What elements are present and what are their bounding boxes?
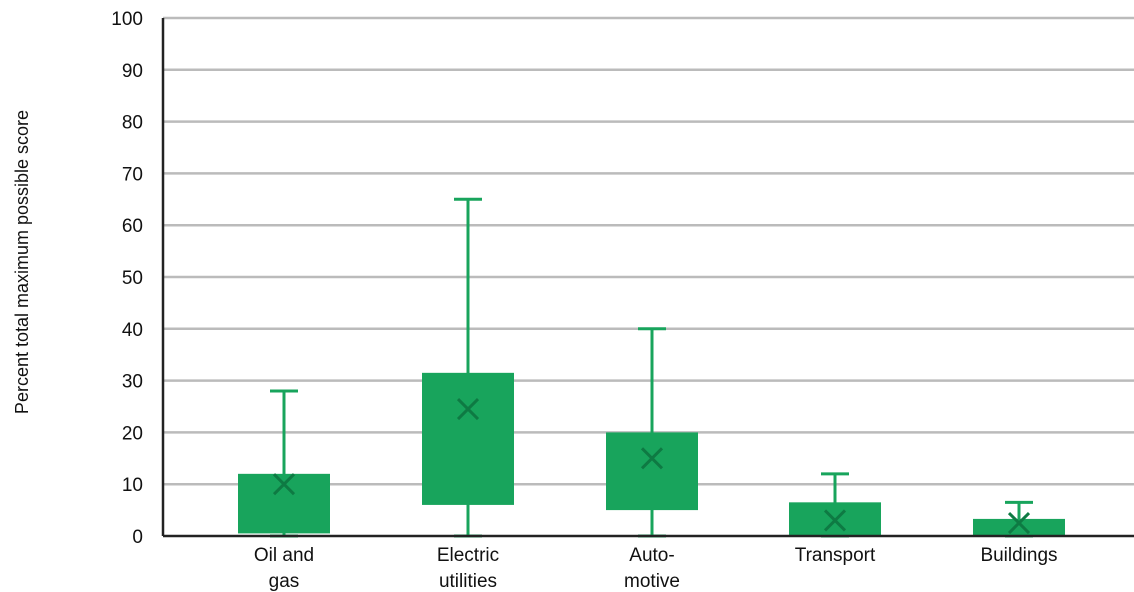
box-group (973, 500, 1065, 538)
box-group (422, 197, 514, 538)
y-tick-label: 50 (122, 268, 143, 289)
y-tick-label: 60 (122, 216, 143, 237)
y-tick-label: 10 (122, 475, 143, 496)
box-iqr (422, 372, 514, 505)
y-axis-ticks: 0 10 20 30 40 50 60 70 80 90 100 (111, 9, 143, 548)
category-labels: Oil and gas Electric utilities Auto-motive Tr… (254, 545, 1058, 592)
y-tick-label: 80 (122, 113, 143, 134)
y-tick-label: 20 (122, 423, 143, 444)
y-tick-label: 70 (122, 164, 143, 185)
x-category-label: Electric utilities (437, 545, 499, 592)
y-tick-label: 30 (122, 372, 143, 393)
y-tick-label: 100 (111, 9, 143, 30)
x-category-label: Auto-motive (624, 545, 680, 592)
boxes (238, 197, 1065, 538)
x-category-label: Transport (795, 545, 876, 566)
y-axis-title: Percent total maximum possible score (12, 110, 32, 414)
mean-marker (456, 398, 480, 421)
box-group (606, 327, 698, 538)
mean-marker (272, 473, 296, 496)
box-group (238, 389, 330, 538)
x-category-label: Buildings (980, 545, 1057, 566)
box-iqr (606, 432, 698, 511)
grid-lines (163, 16, 1134, 486)
mean-marker (640, 447, 664, 470)
y-tick-label: 40 (122, 320, 143, 341)
y-tick-label: 0 (132, 527, 143, 548)
mean-marker (823, 509, 847, 532)
y-tick-label: 90 (122, 61, 143, 82)
box-iqr (973, 518, 1065, 536)
x-category-label: Oil and gas (254, 545, 314, 592)
mean-marker (1007, 511, 1031, 535)
